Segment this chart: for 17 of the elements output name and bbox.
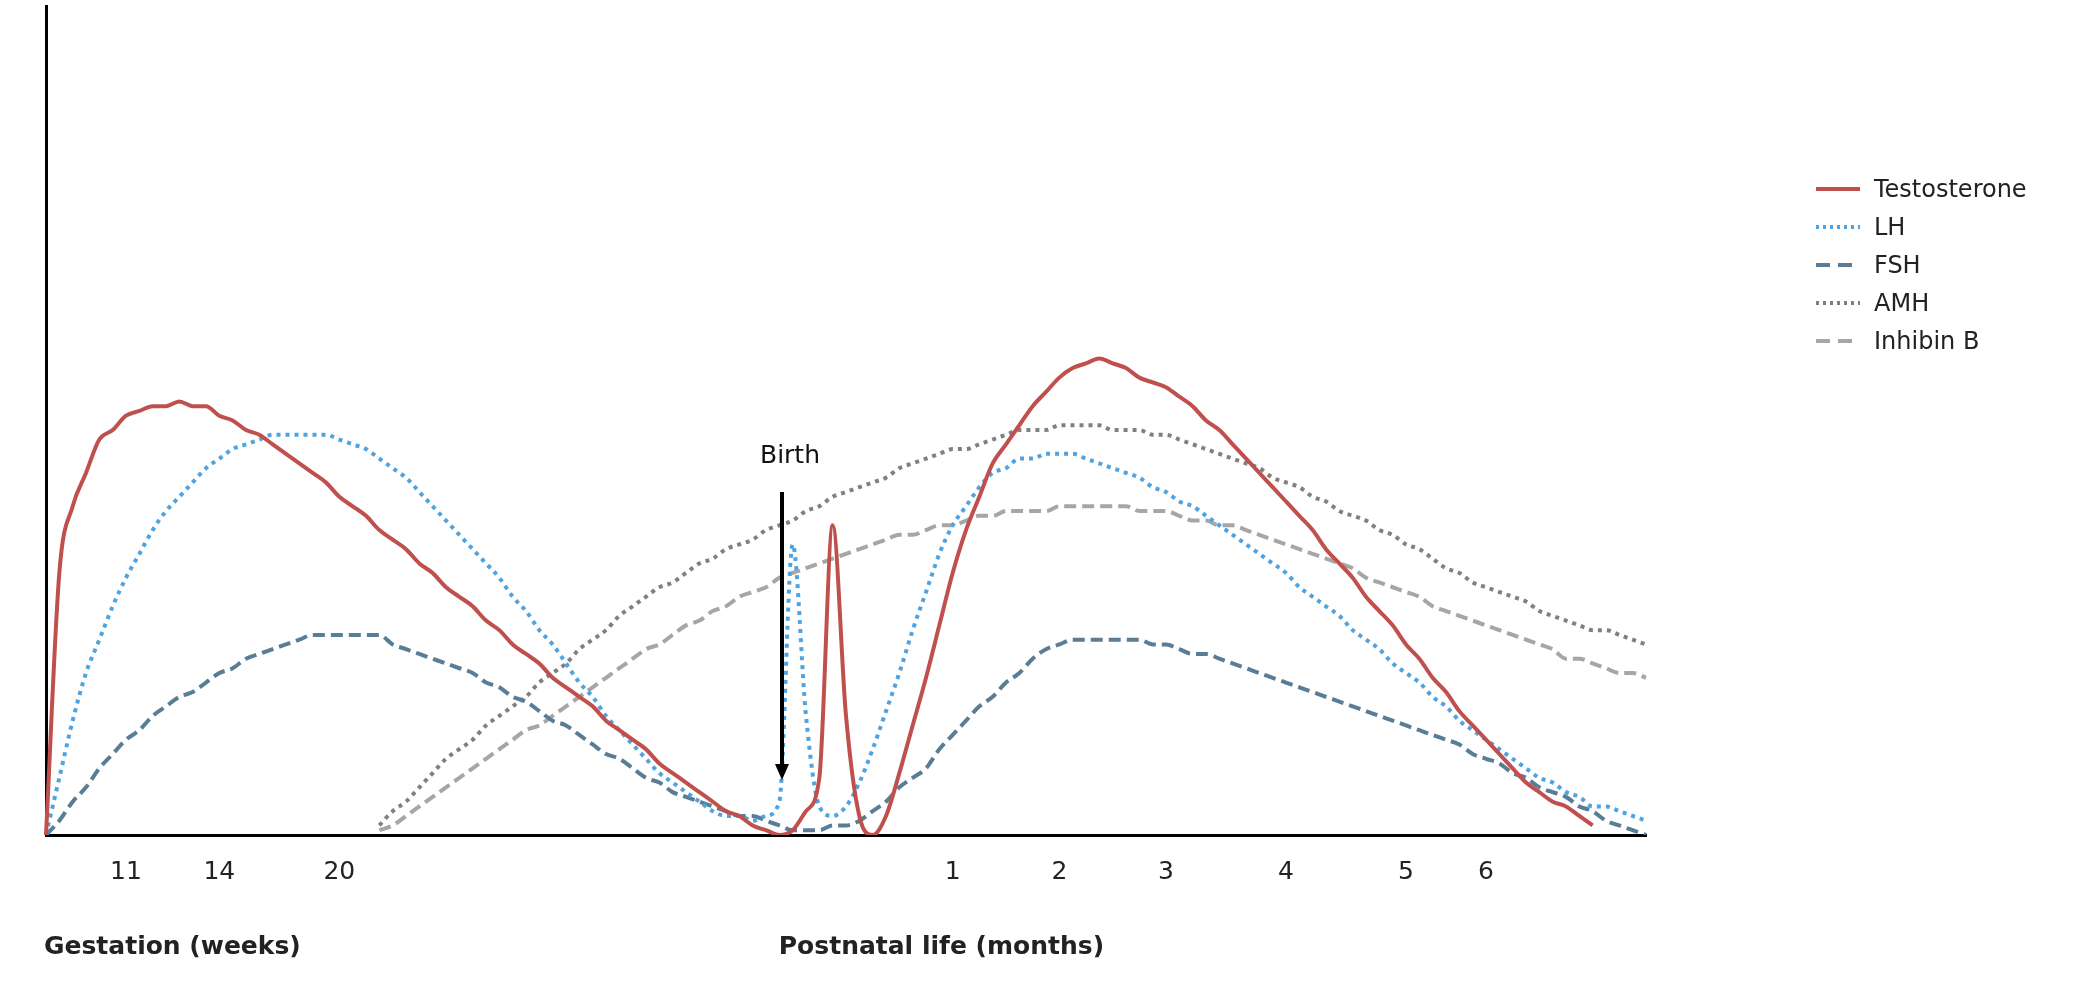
x-tick-label: 2: [1051, 855, 1068, 885]
legend-label: FSH: [1874, 251, 1921, 279]
x-tick-label: 5: [1398, 855, 1414, 885]
x-tick-label: 6: [1478, 855, 1494, 885]
x-tick-label: 20: [323, 855, 356, 885]
x-tick-label: 1: [944, 855, 961, 885]
legend-label: Inhibin B: [1874, 327, 1980, 355]
text: Gestation (weeks): [44, 931, 301, 960]
x-tick-label: 14: [203, 855, 236, 885]
legend-label: Testosterone: [1874, 175, 2027, 203]
legend-label: LH: [1874, 213, 1906, 241]
x-tick-label: 11: [110, 855, 142, 885]
x-tick-label: 3: [1158, 855, 1174, 885]
legend-label: AMH: [1874, 289, 1930, 317]
text: Postnatal life (months): [778, 931, 1105, 960]
x-tick-label: 4: [1278, 855, 1294, 885]
annotation: Birth: [759, 440, 821, 469]
